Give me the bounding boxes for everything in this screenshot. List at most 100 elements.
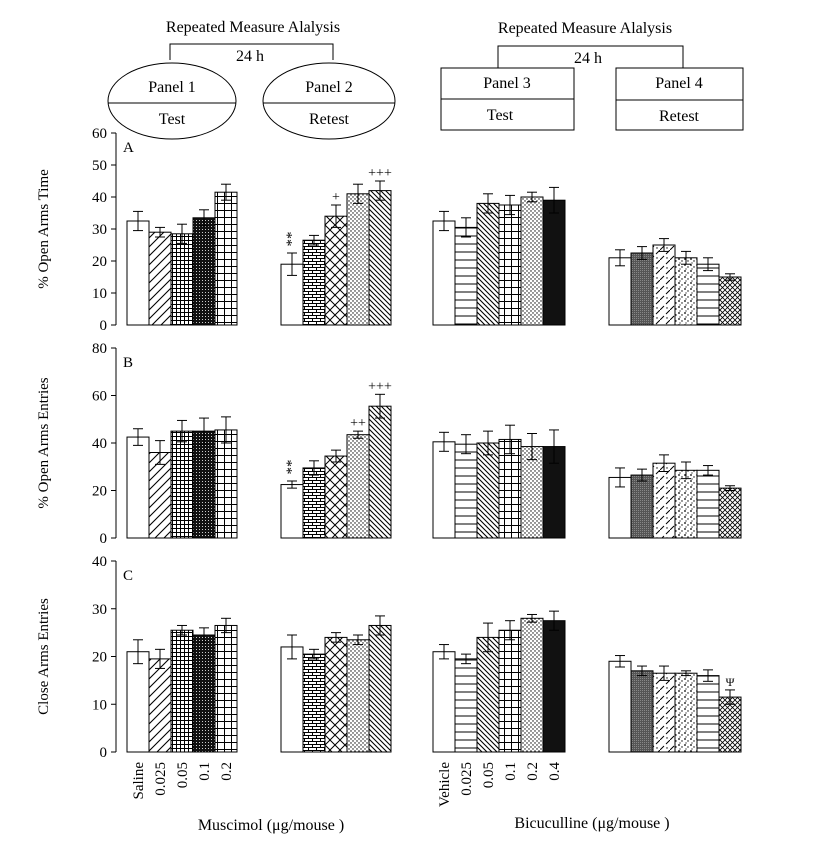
y-tick-label: 80 xyxy=(92,341,107,357)
panel1-name: Panel 1 xyxy=(148,79,196,96)
x-tick-label: 0.1 xyxy=(197,762,213,781)
panel3-sub: Test xyxy=(487,107,514,124)
y-tick-label: 40 xyxy=(92,436,107,452)
bar xyxy=(476,202,500,326)
header-left-bracket xyxy=(169,43,334,60)
x-tick-label: 0.4 xyxy=(547,762,563,781)
bar xyxy=(630,252,654,326)
bar xyxy=(674,672,698,753)
bar xyxy=(454,658,478,753)
bar xyxy=(608,257,632,326)
header-right-bracket xyxy=(497,45,684,68)
bar xyxy=(324,455,348,539)
significance-label: ** xyxy=(284,232,300,247)
y-tick-label: 40 xyxy=(92,190,107,206)
x-tick-label: 0.05 xyxy=(175,762,191,788)
bar xyxy=(368,190,392,326)
bar xyxy=(346,193,370,326)
y-tick-label: 50 xyxy=(92,158,107,174)
bar xyxy=(476,442,500,539)
bar xyxy=(542,620,566,753)
x-tick-label: Saline xyxy=(131,762,147,800)
panel1-ellipse xyxy=(107,62,237,140)
bar xyxy=(520,617,544,753)
y-tick-label: 40 xyxy=(92,554,107,570)
y-axis-label: % Open Arms Time xyxy=(36,169,52,289)
significance-label: ** xyxy=(284,460,300,475)
panel2-ellipse xyxy=(262,62,396,140)
bar xyxy=(652,244,676,326)
y-tick-label: 10 xyxy=(92,286,107,302)
x-tick-label: 0.025 xyxy=(459,762,475,796)
bar xyxy=(432,651,456,753)
panel3-name: Panel 3 xyxy=(483,75,531,92)
bar xyxy=(214,191,238,326)
bar xyxy=(718,276,742,326)
muscimol-axis-label: Muscimol (μg/mouse ) xyxy=(198,817,344,834)
bar-group-4 xyxy=(608,454,742,539)
bar xyxy=(280,484,304,539)
panel-letter: C xyxy=(123,568,133,584)
y-tick-label: 60 xyxy=(92,126,107,142)
y-tick-label: 0 xyxy=(100,745,108,761)
header-left-title: Repeated Measure Alalysis xyxy=(166,19,340,36)
y-tick-label: 0 xyxy=(100,318,108,334)
bar-group-3 xyxy=(432,186,566,326)
bar xyxy=(192,217,216,326)
panel1-sub: Test xyxy=(159,111,186,128)
x-tick-label: 0.2 xyxy=(219,762,235,781)
bar xyxy=(148,658,172,753)
bar-group-4 xyxy=(608,238,742,326)
y-tick-label: 10 xyxy=(92,697,107,713)
chart-C: 0 10 20 30 40 Close Arms Entries C Ψ xyxy=(36,554,742,761)
x-tick-labels: Saline 0.025 0.05 0.1 0.2 Vehicle 0.025 0.05 0.1… xyxy=(131,762,563,807)
significance-label: +++ xyxy=(368,379,392,394)
significance-label: ++ xyxy=(350,416,366,431)
significance-label: Ψ xyxy=(726,675,735,689)
x-tick-label: 0.05 xyxy=(481,762,497,788)
bar xyxy=(718,696,742,753)
bar xyxy=(126,220,150,326)
x-tick-label: 0.1 xyxy=(503,762,519,781)
bar xyxy=(170,430,194,539)
bar xyxy=(454,226,478,326)
bar xyxy=(368,405,392,539)
bar xyxy=(148,231,172,326)
bar xyxy=(302,467,326,539)
y-tick-label: 20 xyxy=(92,254,107,270)
header-right-title: Repeated Measure Alalysis xyxy=(498,20,672,37)
bar xyxy=(498,204,522,326)
y-axis-label: % Open Arms Entries xyxy=(36,377,52,508)
bar xyxy=(192,430,216,539)
bar xyxy=(608,660,632,753)
bar xyxy=(630,670,654,753)
bar xyxy=(368,624,392,753)
bar xyxy=(280,646,304,753)
y-tick-label: 30 xyxy=(92,602,107,618)
bar xyxy=(324,636,348,753)
bar xyxy=(346,434,370,539)
x-tick-label: 0.2 xyxy=(525,762,541,781)
bar xyxy=(476,636,500,753)
y-tick-label: 0 xyxy=(100,531,108,547)
significance-label: + xyxy=(332,190,340,205)
bar xyxy=(432,441,456,539)
bar xyxy=(652,462,676,539)
panel-letter: A xyxy=(123,140,134,156)
bar xyxy=(696,469,720,539)
bar-group-1 xyxy=(126,416,238,539)
bar xyxy=(214,429,238,539)
bar xyxy=(432,220,456,326)
bar-group-2: **++++ xyxy=(280,166,392,326)
bar xyxy=(674,257,698,326)
header-right-interval: 24 h xyxy=(574,50,602,67)
bar xyxy=(148,452,172,539)
y-axis-label: Close Arms Entries xyxy=(36,598,52,715)
header-right: Repeated Measure Alalysis 24 h Panel 3 T… xyxy=(440,20,744,131)
significance-label: +++ xyxy=(368,166,392,181)
bar xyxy=(126,436,150,539)
bar-group-4: Ψ xyxy=(608,655,742,753)
bar xyxy=(170,629,194,753)
